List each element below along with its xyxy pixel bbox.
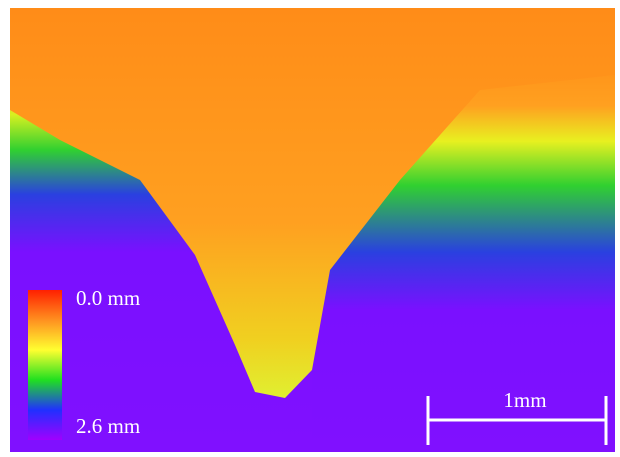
colorbar bbox=[28, 290, 62, 440]
colorbar-bottom-label: 2.6 mm bbox=[76, 414, 140, 438]
scale-bar-label: 1mm bbox=[503, 388, 546, 412]
scale-bar bbox=[426, 396, 608, 445]
indentation-profile bbox=[10, 8, 615, 398]
colorbar-top-label: 0.0 mm bbox=[76, 286, 140, 310]
